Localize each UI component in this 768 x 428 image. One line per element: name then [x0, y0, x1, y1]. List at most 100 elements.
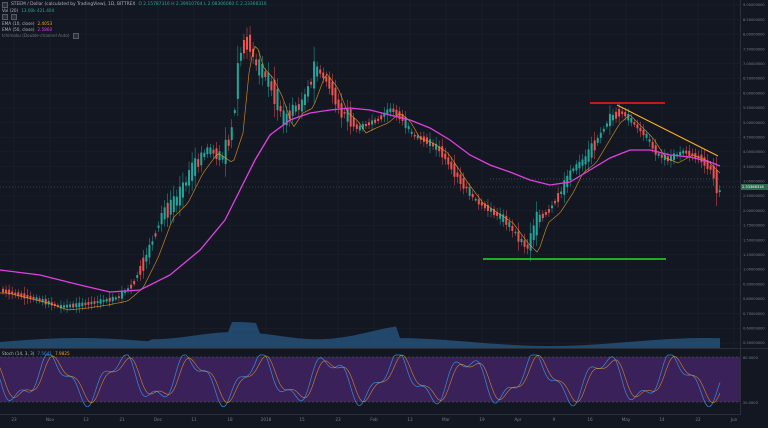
candle-body [288, 110, 291, 120]
candle-body [133, 280, 136, 285]
candle-body [572, 168, 575, 171]
time-tick-label: 23 [335, 417, 341, 422]
candle-body [267, 72, 270, 87]
candle-body [474, 198, 477, 201]
candle-body [462, 178, 465, 189]
price-chart-pane[interactable]: STEEM / Dollar (calculated by TradingVie… [0, 0, 740, 348]
legend-row-blank[interactable] [2, 14, 267, 21]
candle-body [404, 117, 407, 128]
time-tick-label: Mar [442, 417, 450, 422]
volume-area [0, 322, 720, 348]
candle-body [14, 292, 17, 295]
candle-body [511, 226, 514, 231]
candle-body [679, 151, 682, 156]
candle-body [17, 292, 20, 297]
candle-body [105, 299, 108, 302]
candle-body [224, 139, 227, 164]
candle-body [371, 120, 374, 125]
ema50-line[interactable] [0, 107, 721, 293]
candle-body [331, 81, 334, 96]
candle-body [108, 297, 111, 302]
stoch-level-label: 20.0000 [743, 401, 759, 405]
candle-body [328, 77, 331, 89]
candle-body [364, 123, 367, 127]
price-tick-label: 1.75000000 [743, 224, 765, 228]
candle-body [502, 214, 505, 222]
candle-body [453, 163, 456, 177]
candle-body [63, 305, 65, 308]
candle-body [712, 165, 715, 179]
candle-body [38, 298, 41, 302]
candle-body [246, 36, 248, 50]
candle-body [23, 293, 26, 299]
candle-body [200, 152, 203, 166]
candle-body [377, 118, 380, 121]
candle-body [349, 108, 352, 127]
price-tick-label: 9.00000000 [743, 3, 765, 7]
candle-body [26, 295, 29, 299]
candle-body [218, 151, 221, 161]
candle-body [669, 155, 672, 161]
candle-body [50, 302, 53, 306]
ema10-line[interactable] [0, 45, 721, 311]
legend-row-ema50[interactable]: EMA (50, close) 2.5860 [2, 27, 267, 33]
candle-body [590, 143, 593, 158]
candle-body [261, 63, 264, 78]
price-tick-label: 2.50000000 [743, 194, 765, 198]
candle-body [313, 61, 316, 89]
candle-body [291, 104, 294, 116]
candle-body [47, 300, 50, 305]
candle-body [212, 149, 215, 154]
candle-body [450, 161, 453, 170]
settings-icon[interactable] [2, 14, 8, 21]
candlestick-chart[interactable] [0, 0, 740, 348]
candle-body [541, 213, 544, 219]
price-tick-label: 5.00000000 [743, 121, 765, 125]
candle-body [139, 265, 142, 275]
candle-body [532, 225, 535, 241]
candle-body [194, 158, 197, 176]
stoch-d-line[interactable] [0, 354, 721, 404]
stochastic-plot[interactable] [0, 349, 740, 415]
symbol-title[interactable]: STEEM / Dollar (calculated by TradingVie… [11, 2, 136, 7]
time-axis[interactable]: 23 Nov 13 21 Dec 11 18 2018 15 23 Feb 13 Mar 19 Apr 9 16… [0, 414, 740, 428]
stoch-k-value: 7.5641 [37, 351, 53, 356]
candle-body [282, 110, 285, 126]
candle-body [563, 180, 566, 195]
candle-body [273, 79, 276, 105]
candle-body [685, 150, 688, 154]
candle-body [249, 34, 252, 52]
candle-body [111, 296, 114, 302]
candle-body [660, 154, 663, 158]
candle-body [352, 117, 355, 127]
visibility-icon[interactable] [72, 33, 79, 40]
candle-body [325, 76, 328, 82]
candle-body [374, 119, 377, 123]
candle-body [416, 135, 419, 139]
stochastic-pane[interactable]: Stoch (14, 3, 3) 7.5641 7.9825 [0, 348, 740, 415]
candle-body [59, 304, 62, 309]
close-icon[interactable] [11, 14, 17, 21]
volume-profile [0, 322, 720, 348]
collapse-icon[interactable] [2, 2, 8, 9]
candle-body [654, 145, 657, 155]
candle-body [636, 124, 639, 129]
stoch-name[interactable]: Stoch (14, 3, 3) [2, 351, 35, 356]
candle-body [242, 39, 245, 54]
descending-trendline[interactable] [616, 104, 719, 157]
candle-body [154, 233, 157, 237]
candle-body [258, 59, 261, 76]
candle-body [90, 301, 93, 305]
time-tick-label: Jun [730, 417, 738, 422]
legend-row-volume[interactable]: Vol (20) 13.00k 421.404 [2, 8, 267, 14]
legend-row-ichimoku[interactable]: Ichimoku (Double-channel Auto) [2, 33, 267, 40]
candle-body [483, 203, 486, 209]
time-tick-label: 22 [695, 417, 701, 422]
candle-body [682, 150, 685, 154]
price-axis[interactable]: 9.00000000 8.50000000 8.00000000 7.50000000… [740, 0, 768, 348]
candle-body [44, 298, 47, 305]
symbol-row: STEEM / Dollar (calculated by TradingVie… [2, 2, 267, 9]
legend-row-ema10[interactable]: EMA (10, close) 2.4053 [2, 21, 267, 27]
candle-body [718, 190, 721, 193]
candle-body [255, 59, 258, 66]
